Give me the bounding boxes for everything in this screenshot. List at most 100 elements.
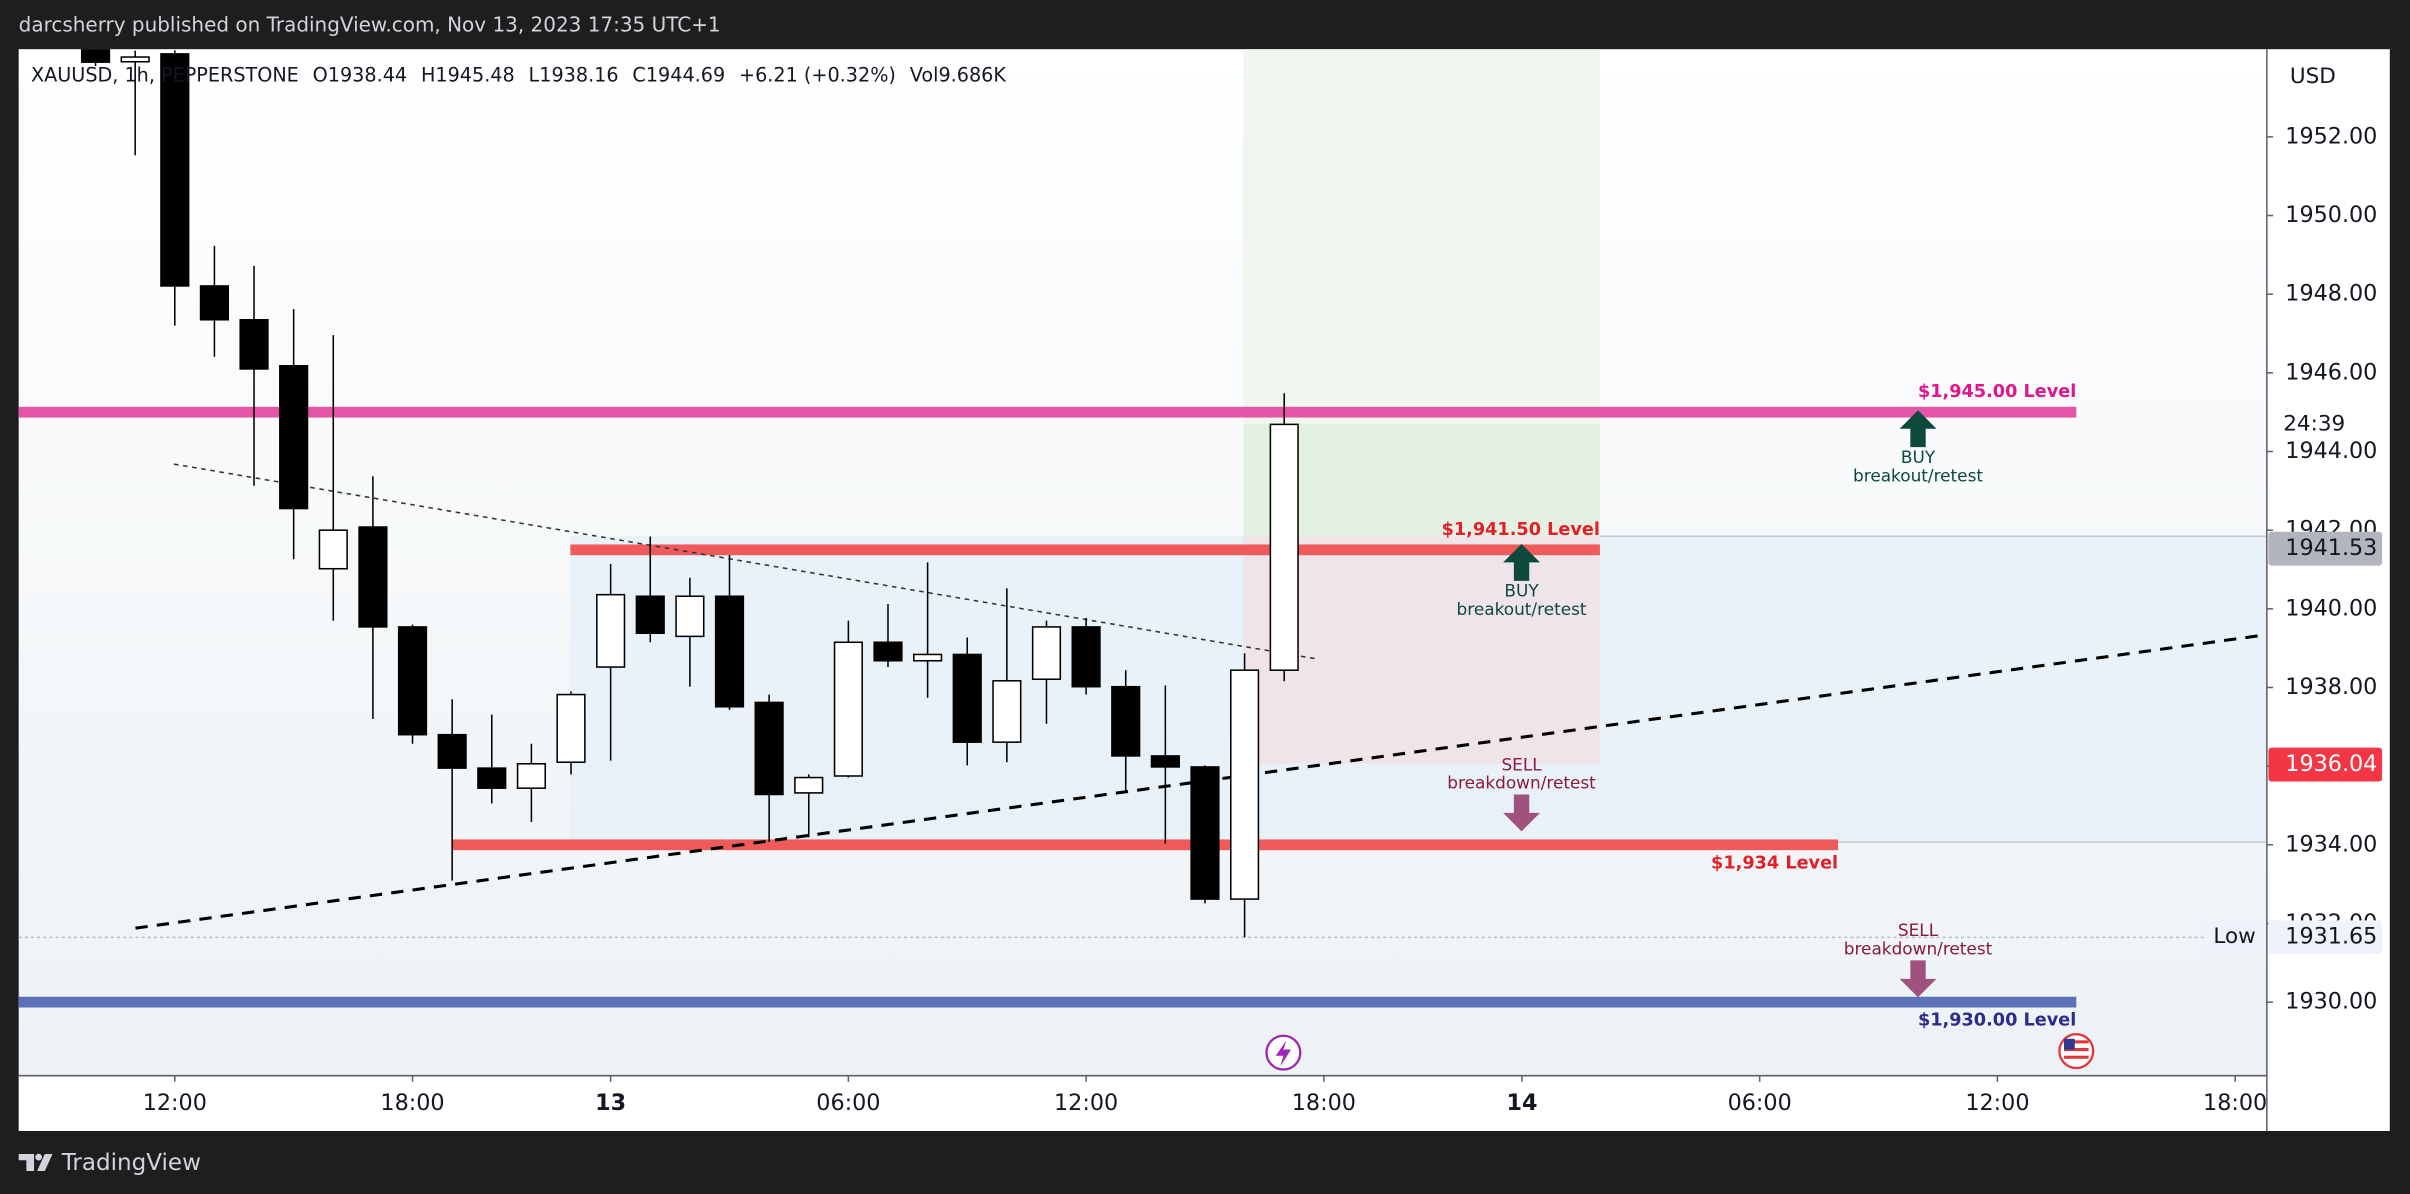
candle-body — [239, 318, 269, 370]
y-tick-label: 1930.00 — [2285, 989, 2377, 1015]
price-tag-name-box — [2203, 920, 2266, 955]
level-label: $1,934 Level — [1711, 853, 1838, 873]
annotation-subtitle: breakdown/retest — [1447, 773, 1596, 793]
candle-body — [833, 641, 863, 777]
symbol: XAUUSD, 1h, PEPPERSTONE — [31, 63, 299, 86]
price-tag-label: 1936.04 — [2285, 751, 2377, 777]
annotation-subtitle: breakout/retest — [1457, 599, 1587, 619]
high: H1945.48 — [421, 63, 515, 86]
target-zone-light — [1243, 49, 1600, 425]
candle-body — [199, 285, 230, 321]
annotation-arrow — [1503, 543, 1540, 581]
candle-body — [635, 595, 665, 634]
low: L1938.16 — [529, 63, 619, 86]
level-band — [18, 406, 2077, 418]
level-band — [452, 839, 1839, 851]
annotation-title: SELL — [1898, 920, 1939, 940]
y-tick-label: 1940.00 — [2285, 595, 2377, 621]
x-tick-label: 18:00 — [2203, 1090, 2267, 1116]
legend: XAUUSD, 1h, PEPPERSTONE O1938.44 H1945.48 L… — [31, 63, 1006, 86]
candle-body — [397, 626, 428, 736]
level-label: $1,941.50 Level — [1442, 520, 1600, 540]
candle-body — [516, 763, 546, 789]
price-tag — [2268, 747, 2383, 782]
level-label: $1,930.00 Level — [1918, 1011, 2076, 1031]
candle-body — [279, 365, 309, 510]
y-tick-label: 1952.00 — [2285, 123, 2377, 149]
y-tick-label: 1946.00 — [2285, 359, 2377, 385]
price-tag — [2268, 920, 2383, 955]
candle-body — [1111, 685, 1141, 757]
level-label: $1,945.00 Level — [1918, 382, 2076, 402]
candle-body — [1269, 423, 1299, 671]
candle-body — [318, 529, 348, 570]
x-tick-label: 13 — [595, 1090, 626, 1116]
candle-body — [952, 653, 982, 743]
y-tick-label: 1950.00 — [2285, 202, 2377, 228]
x-tick-label: 12:00 — [143, 1090, 207, 1116]
time-axis — [18, 1075, 2267, 1131]
candle-body — [596, 593, 626, 668]
change: +6.21 (+0.32%) — [739, 63, 896, 86]
y-tick-label: 1938.00 — [2285, 674, 2377, 700]
open: O1938.44 — [313, 63, 407, 86]
currency[interactable]: USD — [2290, 64, 2336, 89]
candle-body — [80, 49, 111, 63]
candle-body — [477, 767, 507, 789]
footer-logo — [18, 1153, 53, 1171]
candle-body — [437, 733, 467, 769]
y-tick-label: 1934.00 — [2285, 831, 2377, 857]
flag-icon[interactable] — [2058, 1033, 2095, 1070]
event-icon[interactable] — [1265, 1034, 1302, 1071]
countdown: 24:39 — [2283, 411, 2345, 436]
price-tag-label: 1941.53 — [2285, 535, 2377, 561]
volume: Vol9.686K — [910, 63, 1007, 86]
candle-body — [1229, 669, 1260, 900]
x-tick-label: 06:00 — [1728, 1090, 1792, 1116]
x-tick-label: 06:00 — [816, 1090, 880, 1116]
close: C1944.69 — [632, 63, 725, 86]
candle-body — [754, 701, 784, 796]
candle-body — [1031, 626, 1062, 681]
annotation-arrow — [1503, 794, 1540, 832]
levels — [18, 406, 2077, 1008]
annotation-subtitle: breakout/retest — [1853, 465, 1983, 485]
candle-body — [1071, 626, 1101, 688]
annotation-subtitle: breakdown/retest — [1844, 939, 1993, 959]
x-tick-label: 12:00 — [1965, 1090, 2029, 1116]
candle-body — [1150, 755, 1180, 768]
candle-body — [120, 56, 150, 63]
level-band — [570, 544, 1600, 556]
plot-layers — [18, 49, 2267, 939]
candle-body — [1190, 766, 1220, 900]
countdown-box — [2269, 409, 2387, 440]
x-tick-label: 18:00 — [1292, 1090, 1356, 1116]
candle-body — [556, 693, 586, 763]
candle-body — [873, 641, 903, 662]
brand: TradingView — [61, 1150, 201, 1176]
annotation-title: BUY — [1901, 447, 1936, 467]
candle-body — [992, 680, 1022, 743]
price-tag — [2268, 531, 2383, 566]
candle-body — [160, 53, 190, 287]
candle-body — [358, 526, 388, 628]
x-tick-label: 14 — [1506, 1090, 1537, 1116]
y-tick-label: 1948.00 — [2285, 281, 2377, 307]
candle-body — [794, 776, 824, 794]
x-tick-label: 18:00 — [380, 1090, 444, 1116]
price-tag-label: 1931.65 — [2285, 924, 2377, 950]
candle-body — [714, 595, 745, 708]
annotation-arrow — [1899, 960, 1937, 998]
annotation-title: BUY — [1504, 581, 1539, 601]
target-zone — [1243, 424, 1600, 537]
labels: $1,945.00 Level $1,941.50 Level $1,934 Lev… — [1442, 382, 2077, 1030]
y-tick-label: 1944.00 — [2285, 438, 2377, 464]
x-tick-label: 12:00 — [1054, 1090, 1118, 1116]
candles — [80, 49, 1299, 938]
candle-body — [675, 595, 705, 638]
candle-body — [913, 653, 943, 662]
publisher: darcsherry published on TradingView.com,… — [19, 13, 721, 37]
stop-zone — [1243, 536, 1600, 764]
level-band — [18, 996, 2077, 1008]
